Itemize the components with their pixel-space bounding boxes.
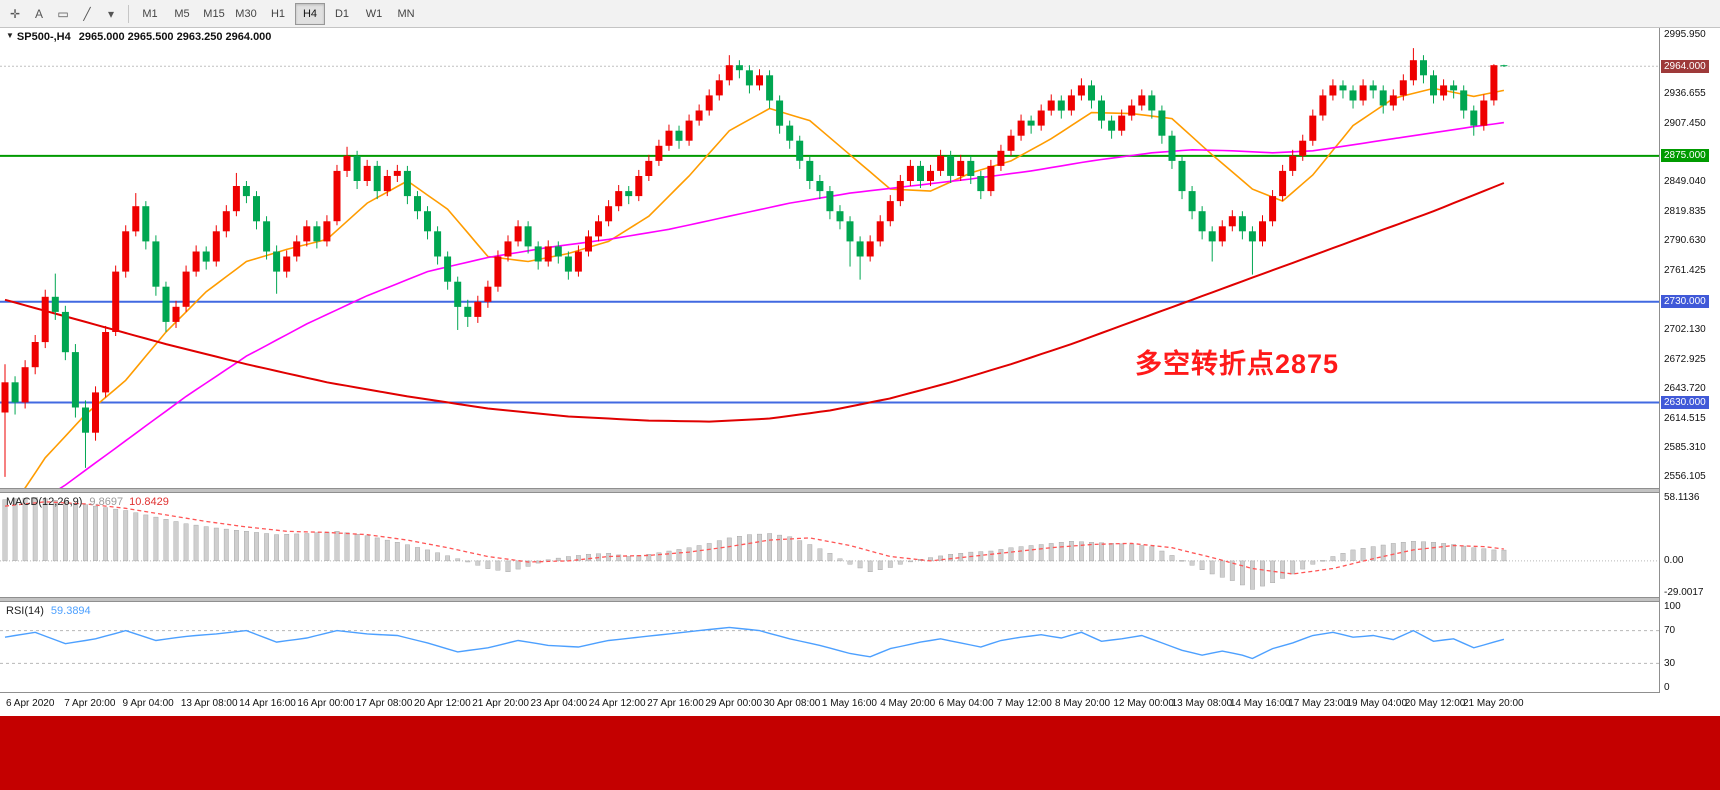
chart-marker-icon: ▼ [6, 31, 14, 40]
price-axis[interactable]: 2995.950 2964.000 2936.655 2907.450 2875.000… [1660, 28, 1720, 693]
time-axis-label: 16 Apr 00:00 [297, 698, 355, 709]
timeframe-M5[interactable]: M5 [174, 7, 190, 20]
price-axis-label: 100 [1664, 600, 1681, 612]
price-axis-label: 2761.425 [1664, 264, 1706, 276]
price-axis-badge: 2630.000 [1661, 395, 1709, 409]
rsi-name: RSI(14) [6, 605, 44, 617]
price-axis-badge: 2875.000 [1661, 149, 1709, 163]
drawing-tools-caret-icon[interactable]: ▾ [107, 6, 115, 21]
timeframe-H1[interactable]: H1 [270, 7, 286, 20]
time-axis-label: 29 Apr 00:00 [705, 698, 763, 709]
time-axis-label: 14 May 16:00 [1229, 698, 1291, 709]
price-axis-label: 2849.040 [1664, 176, 1706, 188]
price-axis-label: 0.00 [1664, 555, 1684, 567]
chart-canvas[interactable] [0, 0, 1659, 716]
bottom-red-banner [0, 716, 1720, 790]
price-axis-label: 58.1136 [1664, 491, 1700, 503]
time-axis-label: 12 May 00:00 [1113, 698, 1174, 709]
time-axis-label: 9 Apr 04:00 [122, 698, 174, 709]
time-axis-label: 30 Apr 08:00 [763, 698, 821, 709]
price-axis-border [1659, 28, 1660, 716]
time-axis-label: 8 May 20:00 [1055, 698, 1111, 709]
timeframe-button-group: M1 M5 M15 M30 H1 H4 D1 W1 MN [135, 2, 421, 25]
toolbar-icon-group: ✛ A ▭ ╱ ▾ [4, 3, 122, 25]
chart-annotation: 多空转折点2875 [1135, 349, 1340, 379]
time-axis-label: 1 May 16:00 [821, 698, 877, 709]
time-axis-label: 7 Apr 20:00 [64, 698, 116, 709]
price-axis-label: 2907.450 [1664, 117, 1706, 129]
price-axis-label: 2585.310 [1664, 441, 1706, 453]
timeframe-D1[interactable]: D1 [334, 7, 350, 20]
price-axis-label: 2819.835 [1664, 205, 1706, 217]
time-axis-label: 13 May 08:00 [1171, 698, 1233, 709]
shape-tool-icon[interactable]: ▭ [57, 6, 69, 21]
price-axis-label: 70 [1664, 625, 1676, 637]
time-axis-label: 17 May 23:00 [1288, 698, 1349, 709]
macd-value-1: 9.8697 [89, 496, 124, 508]
time-axis-label: 21 Apr 20:00 [472, 698, 529, 709]
timeframe-M1[interactable]: M1 [142, 7, 158, 20]
toolbar: ✛ A ▭ ╱ ▾ M1 M5 M15 M30 H1 H4 D1 W1 MN [0, 0, 1720, 28]
toolbar-separator [128, 4, 129, 23]
time-axis-label: 23 Apr 04:00 [530, 698, 588, 709]
price-axis-label: 2790.630 [1664, 235, 1706, 247]
price-axis-label: 2614.515 [1664, 412, 1706, 424]
timeframe-H4[interactable]: H4 [295, 2, 325, 25]
macd-name: MACD(12,26,9) [6, 496, 83, 508]
price-axis-label: 0 [1664, 682, 1670, 694]
time-axis-label: 21 May 20:00 [1463, 698, 1524, 709]
macd-indicator-label: MACD(12,26,9) 9.8697 10.8429 [6, 496, 169, 508]
timeframe-MN[interactable]: MN [397, 7, 415, 20]
time-axis-label: 6 May 04:00 [938, 698, 994, 709]
chart-symbol-title: ▼ SP500-,H4 2965.000 2965.500 2963.250 296… [6, 31, 271, 43]
cursor-icon[interactable]: ✛ [9, 6, 21, 21]
panel-splitter-macd[interactable] [0, 488, 1720, 493]
price-axis-badge: 2730.000 [1661, 295, 1709, 309]
price-axis-badge: 2964.000 [1661, 59, 1709, 73]
price-axis-label: 2936.655 [1664, 88, 1706, 100]
time-axis-border [0, 692, 1720, 693]
time-axis-label: 20 Apr 12:00 [413, 698, 471, 709]
price-axis-label: 2672.925 [1664, 353, 1706, 365]
rsi-indicator-label: RSI(14) 59.3894 [6, 605, 91, 617]
timeframe-M30[interactable]: M30 [235, 7, 257, 20]
rsi-value: 59.3894 [50, 605, 91, 617]
text-tool-icon[interactable]: A [34, 6, 43, 21]
time-axis-label: 20 May 12:00 [1404, 698, 1466, 709]
time-axis-label: 6 Apr 2020 [6, 698, 55, 709]
panel-splitter-rsi[interactable] [0, 597, 1720, 602]
time-axis[interactable]: 6 Apr 2020 7 Apr 20:00 9 Apr 04:00 13 Apr 0… [0, 693, 1720, 716]
timeframe-W1[interactable]: W1 [365, 7, 383, 20]
time-axis-label: 24 Apr 12:00 [588, 698, 646, 709]
ohlc-values: 2965.000 2965.500 2963.250 2964.000 [78, 31, 272, 43]
time-axis-label: 19 May 04:00 [1346, 698, 1408, 709]
timeframe-M15[interactable]: M15 [203, 7, 225, 20]
price-axis-label: 2702.130 [1664, 324, 1706, 336]
price-axis-label: 30 [1664, 657, 1676, 669]
time-axis-label: 14 Apr 16:00 [239, 698, 296, 709]
time-axis-label: 4 May 20:00 [880, 698, 936, 709]
trendline-tool-icon[interactable]: ╱ [83, 6, 91, 21]
time-axis-label: 17 Apr 08:00 [355, 698, 413, 709]
time-axis-label: 13 Apr 08:00 [180, 698, 238, 709]
price-axis-label: 2995.950 [1664, 28, 1706, 40]
price-axis-label: 2556.105 [1664, 471, 1706, 483]
symbol-period-label: SP500-,H4 [16, 31, 71, 43]
price-axis-label: 2643.720 [1664, 383, 1706, 395]
time-axis-label: 7 May 12:00 [996, 698, 1052, 709]
time-axis-label: 27 Apr 16:00 [647, 698, 704, 709]
price-axis-label: -29.0017 [1664, 587, 1704, 599]
macd-value-2: 10.8429 [129, 496, 169, 508]
